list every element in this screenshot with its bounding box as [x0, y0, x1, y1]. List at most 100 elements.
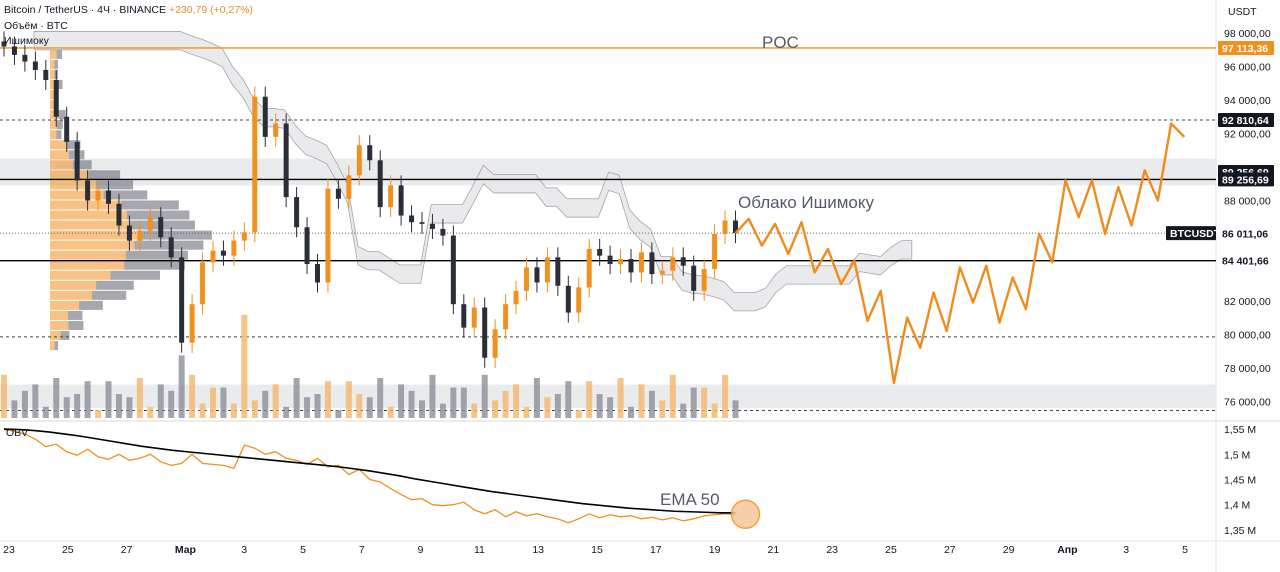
candle-body: [555, 257, 561, 286]
candle-body: [85, 180, 91, 201]
volume-bar: [63, 397, 70, 418]
volume-bar: [481, 374, 488, 418]
profile-up-bar: [50, 59, 55, 69]
candle-body: [283, 123, 289, 198]
profile-down-bar: [96, 280, 134, 290]
x-tick-label: 29: [1003, 544, 1015, 556]
candle-body: [252, 96, 258, 233]
candle-body: [524, 267, 529, 291]
candle-body: [335, 188, 341, 199]
volume-bar: [84, 381, 91, 418]
volume-bar: [659, 400, 666, 418]
zone-band: [0, 384, 1216, 408]
y-tick-label: 96 000,00: [1224, 62, 1271, 74]
candle-body: [189, 304, 195, 343]
volume-bar: [42, 406, 49, 418]
volume-bar: [596, 394, 603, 418]
profile-up-bar: [50, 140, 67, 150]
volume-bar: [345, 381, 352, 418]
candle-body: [659, 270, 665, 275]
y-tick-label: 78 000,00: [1224, 363, 1271, 375]
profile-down-bar: [60, 330, 70, 341]
obv-tick-label: 1,35 M: [1224, 525, 1256, 537]
volume-bar: [272, 384, 279, 418]
candle-body: [74, 141, 80, 181]
volume-bar: [607, 397, 614, 418]
profile-up-bar: [50, 250, 126, 260]
candle-body: [325, 188, 331, 283]
candle-body: [220, 250, 226, 256]
candle-body: [53, 79, 59, 117]
volume-bar: [356, 394, 363, 418]
candle-body: [158, 217, 164, 238]
profile-down-bar: [103, 190, 148, 200]
profile-down-bar: [120, 200, 179, 210]
candle-body: [95, 190, 101, 201]
y-tick-label: 82 000,00: [1224, 296, 1271, 308]
price-tag-label: 97 113,36: [1222, 43, 1268, 55]
candle-body: [701, 269, 707, 291]
ema-highlight-circle: [730, 499, 761, 530]
profile-up-bar: [50, 190, 104, 200]
volume-bar: [241, 314, 248, 418]
volume-bar: [669, 374, 676, 418]
obv-legend: OBV: [6, 427, 28, 439]
candle-body: [388, 185, 394, 208]
volume-bar: [136, 378, 143, 418]
candle-body: [64, 116, 70, 142]
volume-bar: [690, 387, 697, 418]
candle-body: [356, 145, 362, 176]
candle-body: [147, 217, 153, 231]
volume-bar: [335, 410, 342, 418]
poc-annotation: POC: [762, 33, 799, 52]
price-pane: [0, 0, 1216, 420]
candle-body: [607, 255, 613, 265]
profile-down-bar: [91, 290, 127, 300]
profile-down-bar: [68, 320, 84, 330]
obv-tick-label: 1,4 M: [1224, 500, 1250, 512]
symbol-header[interactable]: Bitcoin / TetherUS · 4Ч · BINANCE +230,7…: [4, 4, 253, 17]
volume-bar: [617, 378, 624, 418]
profile-down-bar: [58, 110, 66, 120]
candle-body: [565, 285, 571, 313]
volume-bar: [324, 381, 331, 418]
profile-down-bar: [54, 59, 58, 69]
volume-bar: [178, 355, 185, 418]
profile-up-bar: [50, 170, 89, 180]
volume-bar: [711, 403, 718, 418]
profile-down-bar: [67, 310, 83, 320]
volume-legend[interactable]: Объём · BTC: [4, 20, 68, 32]
volume-bar: [575, 410, 582, 418]
ema-annotation: EMA 50: [660, 490, 720, 509]
volume-bar: [304, 397, 311, 418]
profile-up-bar: [50, 330, 61, 341]
candle-body: [482, 307, 488, 358]
volume-bar: [210, 387, 216, 418]
volume-bar: [115, 394, 122, 418]
profile-up-bar: [50, 49, 57, 59]
profile-up-bar: [50, 240, 135, 250]
profile-up-bar: [50, 90, 55, 100]
volume-bar: [220, 387, 227, 418]
volume-bar: [471, 403, 478, 418]
profile-up-bar: [50, 290, 92, 300]
profile-up-bar: [50, 180, 96, 190]
x-tick-label: 5: [1182, 544, 1188, 556]
x-tick-label: 27: [121, 544, 133, 556]
volume-bar: [502, 390, 509, 418]
candle-body: [534, 267, 540, 283]
ichimoku-legend[interactable]: Ишимоку: [4, 35, 49, 47]
price-tag-box: [1218, 253, 1274, 268]
candle-body: [398, 185, 404, 216]
volume-bar: [450, 387, 457, 418]
profile-down-bar: [72, 160, 92, 170]
volume-bar: [105, 381, 112, 418]
volume-bar: [628, 406, 634, 418]
volume-bar: [387, 406, 394, 418]
x-tick-label: 25: [885, 544, 897, 556]
volume-bar: [638, 384, 645, 418]
volume-bar: [554, 394, 561, 418]
profile-up-bar: [50, 210, 127, 220]
obv-ema-line: [3, 428, 736, 514]
